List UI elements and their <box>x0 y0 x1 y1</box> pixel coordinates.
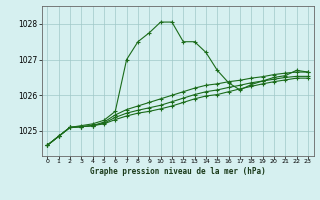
X-axis label: Graphe pression niveau de la mer (hPa): Graphe pression niveau de la mer (hPa) <box>90 167 266 176</box>
